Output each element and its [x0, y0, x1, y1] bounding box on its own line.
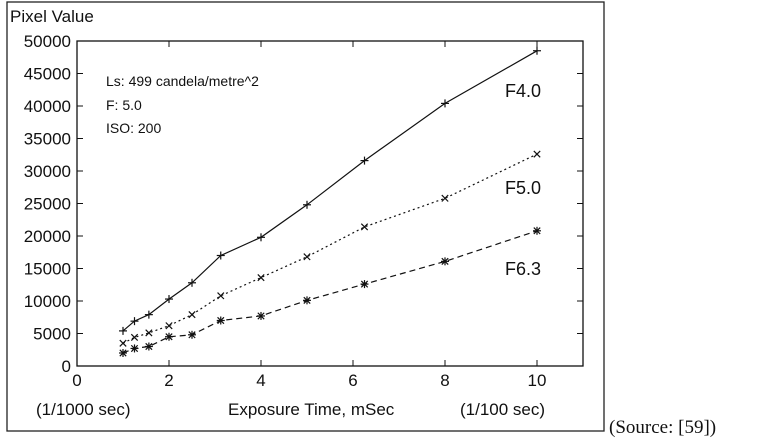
- y-tick-label: 45000: [24, 65, 71, 84]
- y-tick-label: 0: [62, 357, 71, 376]
- cross-marker: [145, 329, 153, 337]
- star-marker: [216, 316, 225, 325]
- star-marker: [441, 257, 449, 266]
- annotation-luminance: Ls: 499 candela/metre^2: [106, 73, 259, 89]
- star-marker: [360, 280, 369, 289]
- plus-marker: [216, 251, 225, 260]
- plus-marker: [257, 233, 265, 242]
- y-tick-label: 50000: [24, 32, 71, 51]
- plus-marker: [130, 317, 139, 326]
- source-note: (Source: [59]): [609, 417, 716, 438]
- plus-marker: [188, 278, 196, 287]
- chart-frame: [6, 1, 605, 432]
- plus-marker: [165, 295, 173, 304]
- cross-marker: [257, 273, 265, 282]
- series-line-f63: [122, 230, 538, 354]
- x-axis-label-right: (1/100 sec): [460, 400, 545, 419]
- cross-marker: [119, 339, 127, 347]
- cross-marker: [533, 150, 541, 158]
- plus-marker: [303, 200, 311, 209]
- series-label-f6: F6.3: [505, 259, 541, 279]
- x-tick-label: 10: [528, 371, 547, 390]
- x-tick-label: 4: [256, 371, 265, 390]
- star-marker: [165, 332, 173, 341]
- star-marker: [119, 349, 127, 357]
- star-marker: [257, 311, 265, 320]
- cross-marker: [360, 223, 369, 231]
- annotation-iso: ISO: 200: [106, 120, 161, 136]
- y-tick-label: 30000: [24, 162, 71, 181]
- cross-marker: [303, 253, 311, 261]
- star-marker: [533, 226, 541, 235]
- cross-marker: [188, 311, 196, 319]
- cross-marker: [217, 292, 225, 300]
- plus-marker: [144, 310, 153, 319]
- cross-marker: [441, 194, 449, 202]
- x-tick-label: 0: [72, 371, 81, 390]
- plus-marker: [533, 46, 541, 55]
- x-tick-label: 8: [440, 371, 449, 390]
- cross-marker: [130, 333, 139, 342]
- x-tick-label: 6: [348, 371, 357, 390]
- y-tick-label: 40000: [24, 97, 71, 116]
- star-marker: [130, 344, 139, 353]
- plus-marker: [119, 326, 127, 335]
- cross-marker: [165, 322, 173, 330]
- y-tick-label: 10000: [24, 292, 71, 311]
- y-tick-label: 20000: [24, 227, 71, 246]
- x-tick-label: 2: [164, 371, 173, 390]
- y-tick-label: 25000: [24, 195, 71, 214]
- x-axis-label: Exposure Time, mSec: [228, 400, 395, 419]
- star-marker: [144, 342, 153, 351]
- series-label-f5: F5.0: [505, 178, 541, 198]
- plus-marker: [360, 156, 369, 165]
- y-tick-label: 5000: [33, 325, 71, 344]
- plot-area: 0 5000 10000 15000 20000 25000 30000 35000 40000…: [24, 32, 584, 390]
- series-line-f50: [122, 153, 538, 344]
- star-marker: [188, 330, 196, 339]
- star-marker: [303, 296, 311, 305]
- y-tick-label: 35000: [24, 130, 71, 149]
- series-line-f40: [122, 50, 538, 332]
- plus-marker: [441, 99, 449, 108]
- y-axis-label: Pixel Value: [10, 7, 94, 26]
- annotation-f-number: F: 5.0: [106, 97, 142, 113]
- series-label-f4: F4.0: [505, 81, 541, 101]
- x-axis-label-left: (1/1000 sec): [36, 400, 131, 419]
- y-tick-label: 15000: [24, 260, 71, 279]
